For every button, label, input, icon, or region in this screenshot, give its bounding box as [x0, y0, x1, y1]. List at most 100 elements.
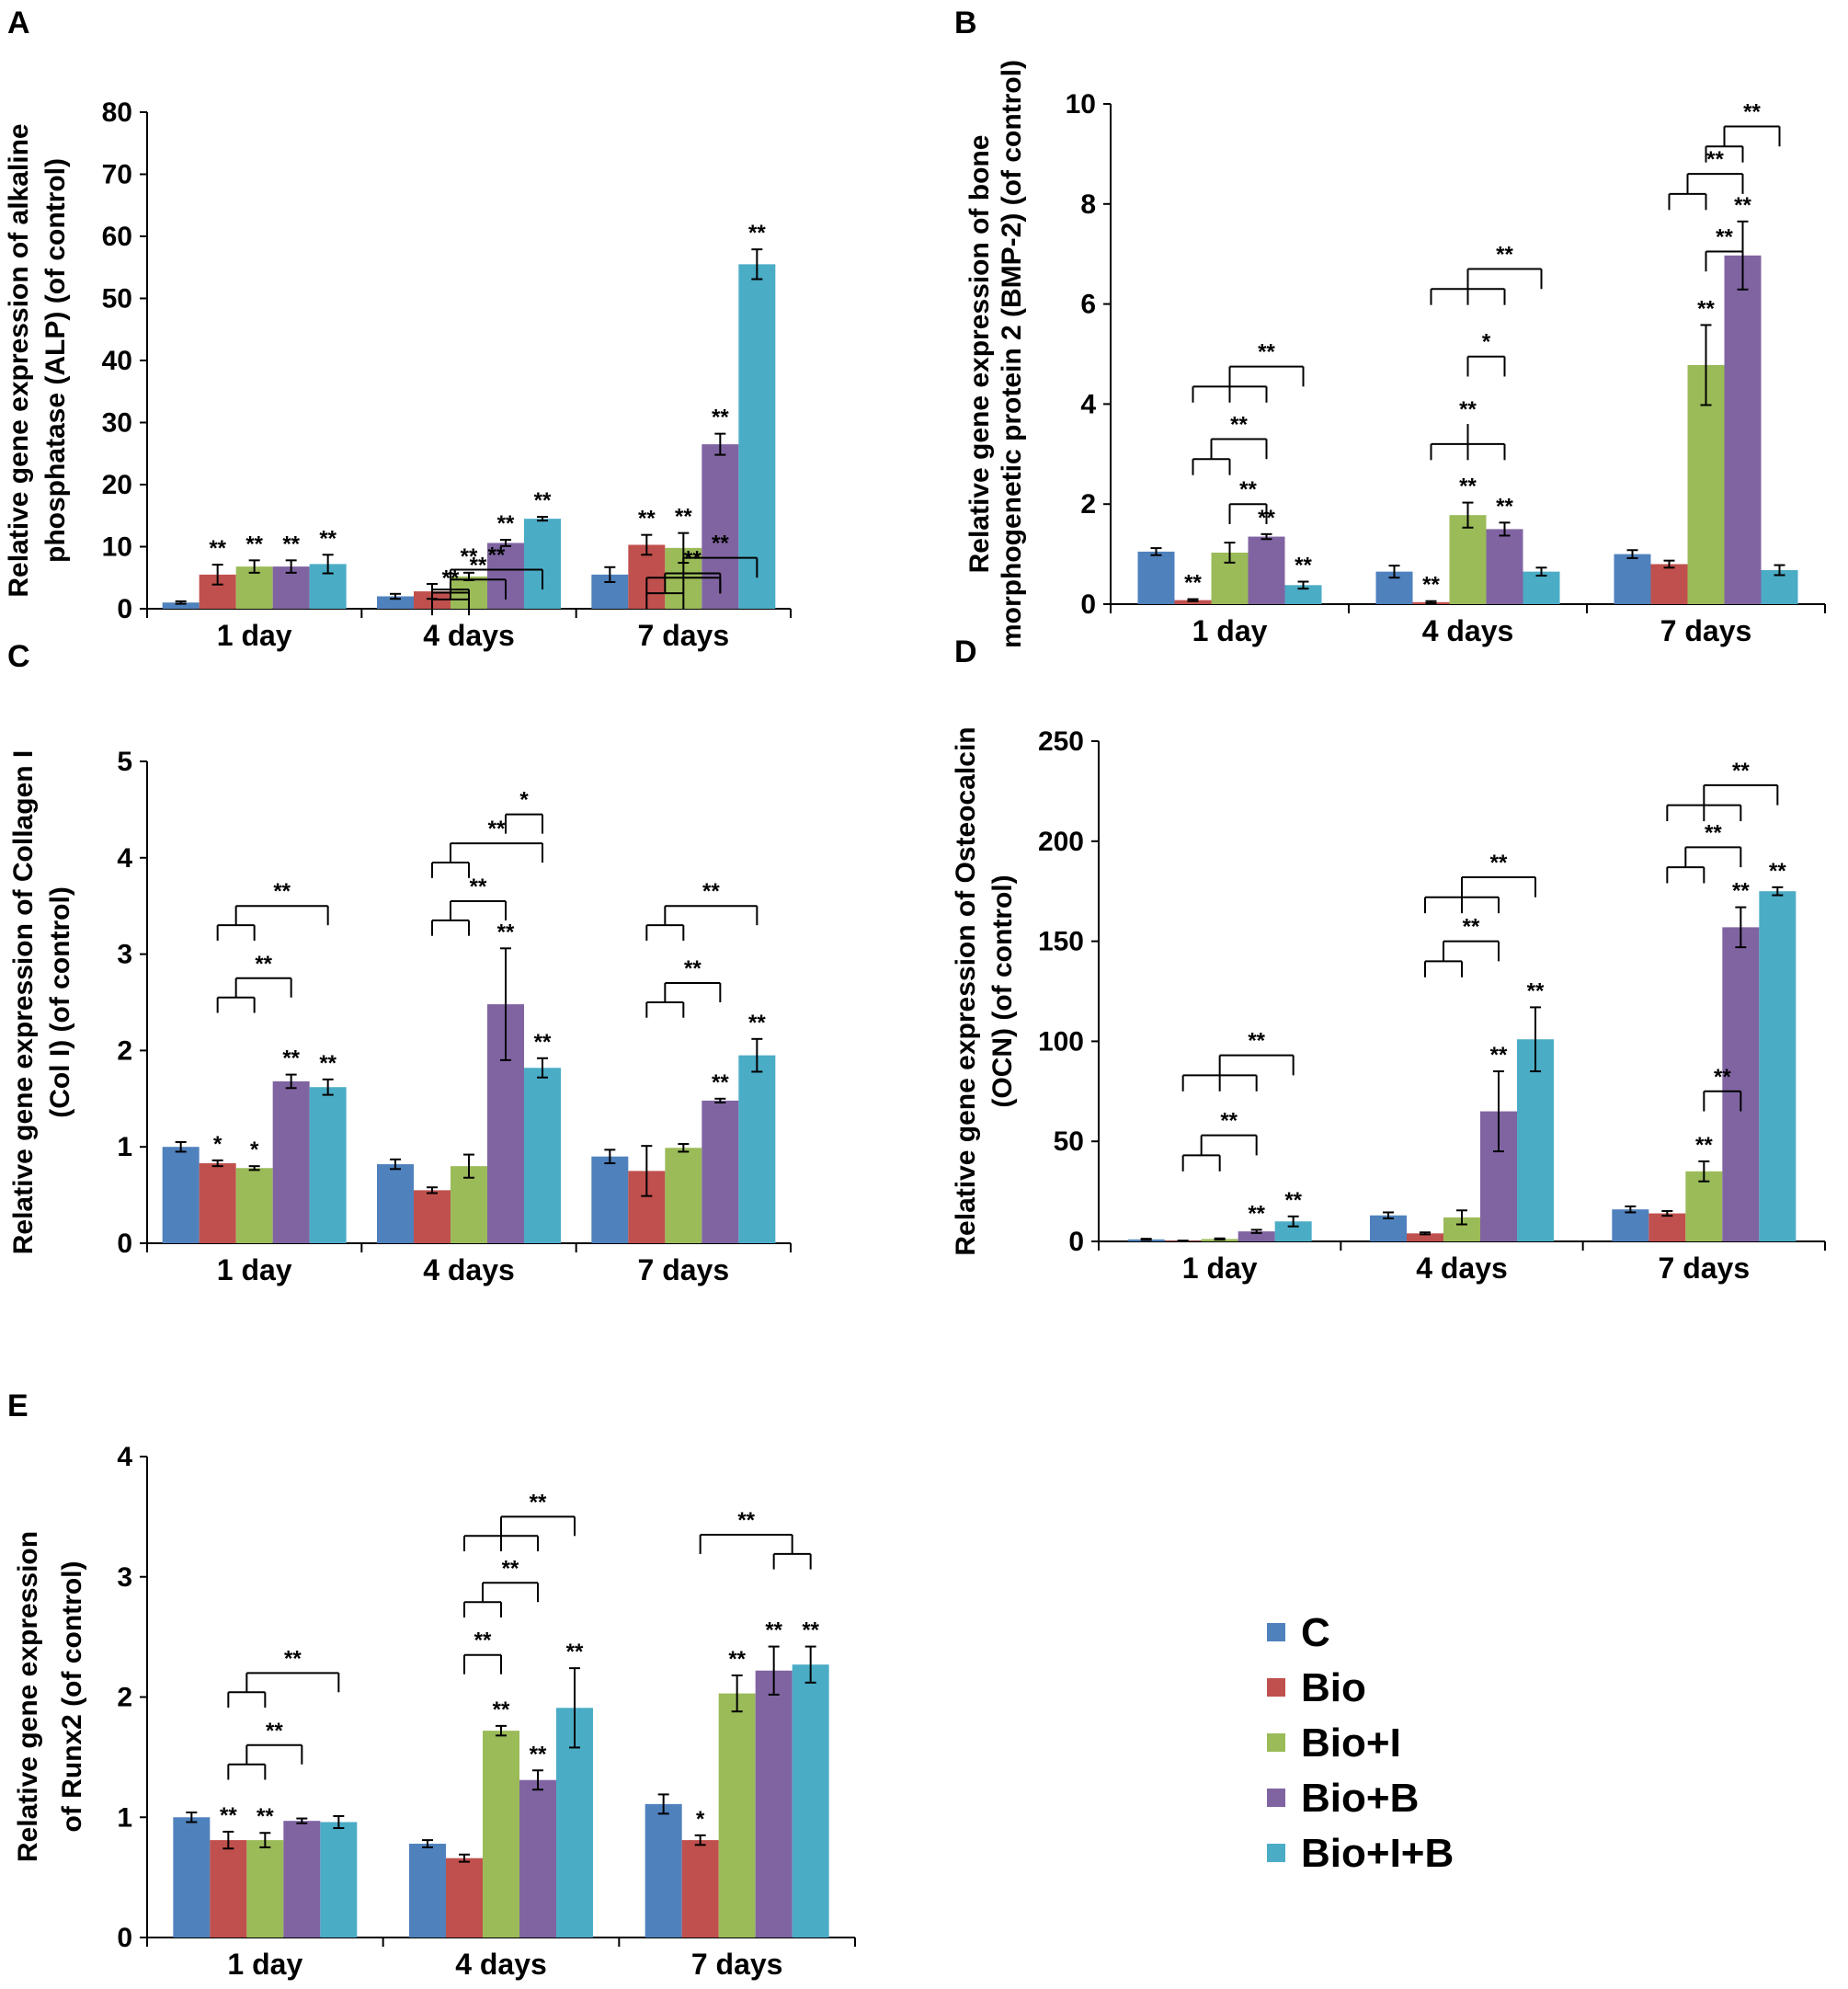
panel-e-category-label-1-day: 1 day: [227, 1948, 302, 1981]
panel-d-bracket-5: [1703, 1090, 1742, 1112]
panel-d-errorbar-bio-7-days: [1661, 1209, 1673, 1217]
panel-c-bar-c-4-days: [377, 1164, 414, 1243]
panel-a-star-bio-i-4-days: **: [461, 544, 478, 569]
panel-a-ylabel-line-2: phosphatase (ALP) (of control): [40, 158, 71, 563]
panel-e-ytick-label: 2: [117, 1683, 132, 1713]
legend-swatch-c: [1267, 1623, 1285, 1641]
panel-e-bar-bio-b-1-day: [283, 1821, 321, 1938]
panel-a-errorbar-c-1-day: [175, 600, 187, 605]
panel-b-bracket-6-label: **: [1459, 397, 1477, 422]
panel-b-errorbar-bio-7-days: [1663, 559, 1675, 569]
panel-b-errorbar-bio-i-b-1-day: [1297, 580, 1309, 590]
panel-d-errorbar-bio-i-b-7-days: [1772, 886, 1784, 897]
panel-b-bar-bio-i-4-days: [1449, 515, 1487, 604]
panel-a-errorbar-bio-i-b-7-days: [751, 248, 763, 280]
panel-b-errorbar-c-1-day: [1150, 547, 1162, 556]
panel-c-bracket-6-label: **: [684, 956, 702, 981]
panel-b-bracket-1: [1228, 503, 1268, 524]
panel-e-bracket-2: [227, 1672, 340, 1709]
panel-d-ytick-label: 150: [1038, 927, 1084, 957]
panel-e-ylabel-line-2: of Runx2 (of control): [57, 1561, 87, 1833]
panel-b-star-bio-i-b-1-day: **: [1295, 554, 1312, 578]
panel-a-bar-bio-i-b-7-days: [738, 264, 776, 609]
panel-d-star-bio-b-7-days: **: [1732, 879, 1750, 904]
panel-e-letter: E: [7, 1389, 29, 1423]
panel-a-star-bio-i-1-day: **: [245, 532, 263, 556]
panel-d-bar-c-4-days: [1370, 1215, 1407, 1241]
panel-a-bracket-3-label: **: [684, 547, 702, 572]
panel-d-star-bio-i-b-7-days: **: [1769, 859, 1786, 884]
panel-b-errorbar-c-7-days: [1626, 549, 1638, 559]
panel-c-errorbar-c-4-days: [390, 1158, 401, 1171]
panel-c-bracket-1-label: **: [255, 952, 272, 977]
panel-e-star-bio-b-7-days: **: [765, 1618, 782, 1643]
panel-d-bar-bio-i-b-1-day: [1274, 1221, 1312, 1241]
panel-a-ytick-label: 50: [102, 284, 132, 314]
panel-b-category-label-7-days: 7 days: [1660, 614, 1752, 647]
panel-c-errorbar-c-7-days: [604, 1149, 616, 1165]
panel-a-star-bio-i-b-4-days: **: [534, 488, 552, 513]
panel-d-ytick-label: 50: [1054, 1126, 1084, 1157]
panel-e-bar-bio-b-4-days: [519, 1779, 556, 1938]
panel-d-bracket-3: [1424, 940, 1500, 977]
panel-e-errorbar-bio-i-1-day: [259, 1832, 271, 1848]
panel-b-bracket-2-label: **: [1230, 412, 1248, 437]
panel-d-bracket-1-label: **: [1220, 1109, 1238, 1134]
panel-e-bracket-4: [463, 1582, 539, 1617]
legend-label-bio-b: Bio+B: [1301, 1776, 1419, 1821]
panel-d-star-bio-i-b-1-day: **: [1284, 1188, 1302, 1213]
panel-d-bar-bio-b-1-day: [1238, 1231, 1275, 1241]
panel-c-errorbar-bio-7-days: [641, 1145, 653, 1197]
panel-b-bar-bio-i-b-1-day: [1284, 585, 1322, 604]
panel-a-bar-bio-i-b-4-days: [524, 519, 561, 609]
panel-d-errorbar-c-7-days: [1625, 1205, 1637, 1214]
panel-d-category-label-4-days: 4 days: [1416, 1252, 1508, 1285]
panel-a-category-label-7-days: 7 days: [638, 619, 730, 652]
panel-c-bracket-4: [431, 842, 543, 878]
panel-b-category-label-1-day: 1 day: [1192, 614, 1268, 647]
panel-e-star-bio-i-4-days: **: [493, 1698, 510, 1722]
panel-d-bracket-2: [1181, 1054, 1295, 1092]
panel-c-category-label-7-days: 7 days: [638, 1253, 730, 1286]
panel-a-bracket-5: [431, 591, 470, 613]
panel-c-ytick-label: 5: [117, 747, 132, 777]
panel-b-bar-bio-b-7-days: [1724, 255, 1762, 604]
panel-e-errorbar-bio-i-7-days: [731, 1674, 743, 1713]
panel-b-bracket-6: [1430, 424, 1506, 461]
panel-d-bracket-2-label: **: [1248, 1029, 1265, 1054]
panel-e-errorbar-bio-4-days: [459, 1853, 470, 1863]
panel-c-bar-bio-b-1-day: [272, 1080, 310, 1243]
panel-b-ytick-label: 6: [1080, 290, 1096, 320]
legend-label-bio-i-b: Bio+I+B: [1301, 1831, 1454, 1876]
panel-c-errorbar-bio-i-1-day: [248, 1165, 260, 1172]
panel-b-bracket-8-label: **: [1706, 147, 1724, 172]
panel-e-star-bio-i-1-day: **: [257, 1804, 274, 1829]
panel-c-star-bio-b-7-days: **: [712, 1070, 729, 1095]
panel-c-bracket-3: [431, 899, 507, 936]
panel-b-ytick-label: 10: [1066, 89, 1096, 120]
panel-e-bar-bio-i-b-1-day: [320, 1822, 358, 1938]
panel-d-chart: D Relative gene expression of Osteocalcin…: [951, 634, 1826, 1285]
panel-d-ytick-label: 250: [1038, 726, 1084, 757]
panel-b-bracket-7-label: **: [1716, 224, 1733, 249]
panel-e-category-label-4-days: 4 days: [455, 1948, 547, 1981]
panel-a-bar-c-4-days: [377, 596, 414, 609]
panel-d-star-bio-b-4-days: **: [1490, 1043, 1508, 1068]
panel-e-ytick-label: 0: [117, 1923, 132, 1953]
panel-c-star-bio-i-1-day: *: [250, 1137, 259, 1162]
panel-e-bracket-6-label: **: [737, 1508, 755, 1533]
panel-b-errorbar-bio-i-7-days: [1700, 324, 1712, 406]
panel-d-bracket-1: [1181, 1134, 1258, 1172]
panel-b-errorbar-bio-4-days: [1425, 600, 1437, 604]
panel-b-bar-bio-b-1-day: [1248, 536, 1285, 604]
panel-c-bracket-5-label: *: [519, 788, 529, 813]
panel-b-star-bio-i-7-days: **: [1697, 296, 1715, 321]
panel-c-star-bio-1-day: *: [213, 1132, 222, 1157]
panel-a-errorbar-bio-b-1-day: [285, 559, 297, 574]
panel-d-errorbar-c-4-days: [1383, 1211, 1394, 1219]
panel-b-star-bio-b-7-days: **: [1734, 193, 1751, 218]
panel-d-ytick-label: 0: [1068, 1227, 1084, 1257]
panel-b-errorbar-bio-i-b-7-days: [1774, 564, 1785, 577]
panel-e-bracket-5-label: **: [530, 1490, 547, 1515]
panel-b-bracket-4-label: *: [1482, 330, 1491, 355]
